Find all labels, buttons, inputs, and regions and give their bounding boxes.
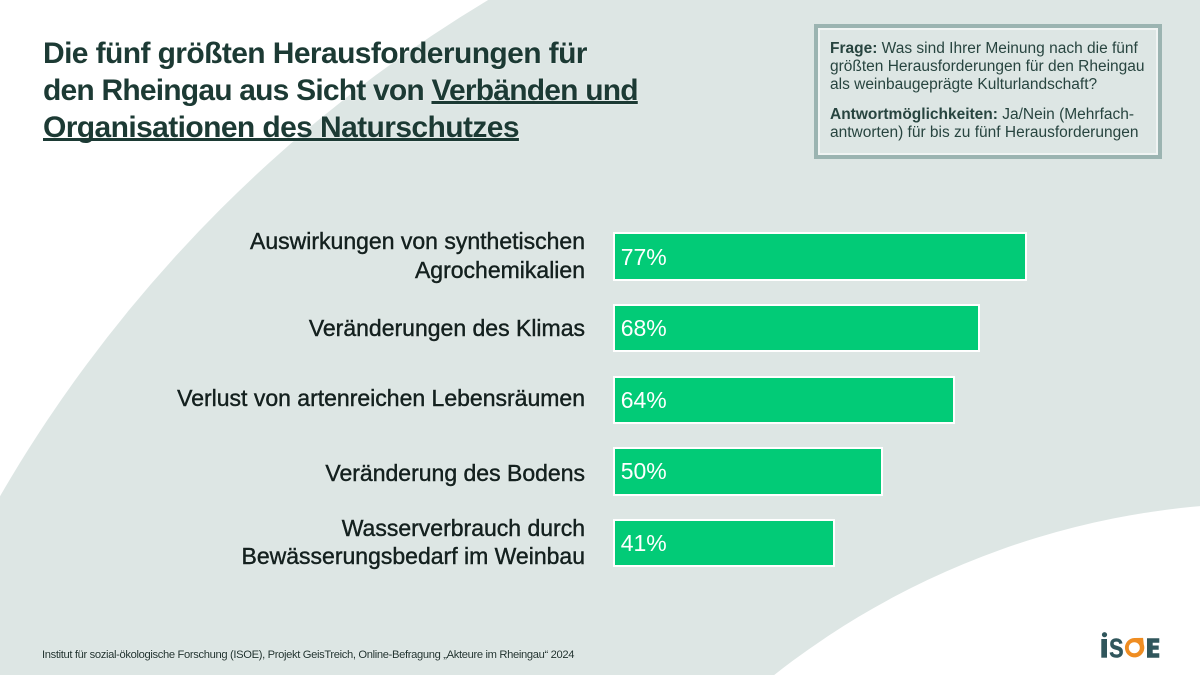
svg-text:s: s: [1109, 631, 1124, 660]
